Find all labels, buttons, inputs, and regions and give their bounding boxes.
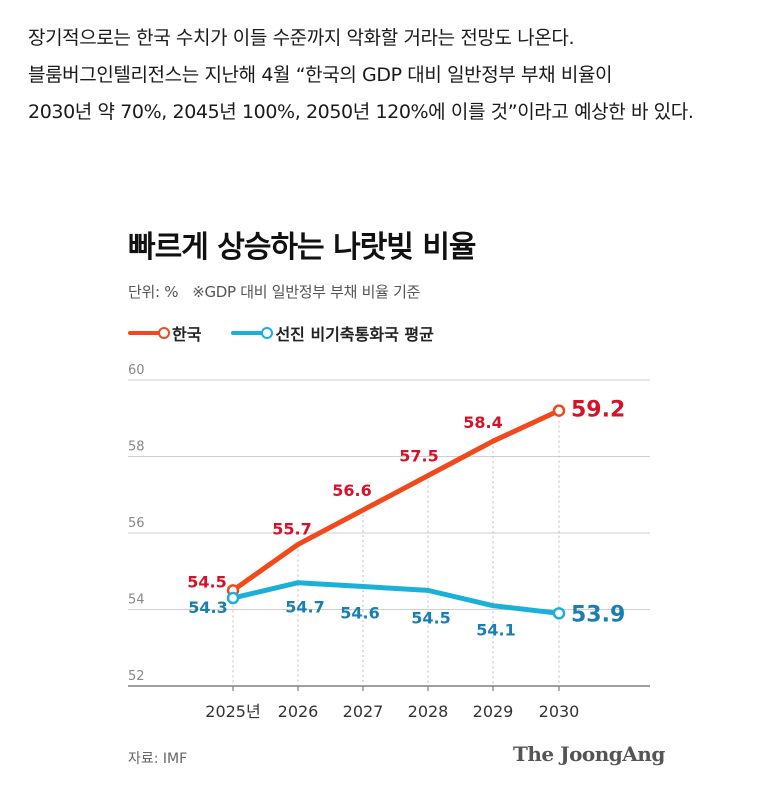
y-tick-label: 52 — [128, 669, 145, 684]
y-tick-label: 54 — [128, 593, 145, 608]
publisher-logo: The JoongAng — [513, 742, 665, 766]
y-tick-label: 58 — [128, 440, 145, 455]
chart-source: 자료: IMF — [128, 748, 187, 768]
series-line-korea — [233, 411, 559, 591]
x-tick-label: 2030 — [539, 702, 580, 721]
data-label: 54.5 — [411, 608, 450, 627]
data-label: 56.6 — [332, 481, 371, 500]
x-tick-label: 2027 — [343, 702, 384, 721]
data-label: 54.6 — [340, 604, 379, 623]
y-tick-label: 60 — [128, 363, 145, 378]
y-tick-label: 56 — [128, 516, 145, 531]
data-label: 54.1 — [476, 621, 515, 640]
data-label: 54.3 — [188, 598, 227, 617]
data-point-marker — [554, 608, 564, 618]
data-point-marker — [228, 593, 238, 603]
x-tick-label: 2025년 — [205, 702, 260, 721]
data-label: 57.5 — [399, 447, 438, 466]
line-chart: 52 54 56 58 60 2025년 2026 2027 2028 2029 2030 54.5 5… — [0, 0, 773, 797]
data-point-marker — [554, 406, 564, 416]
data-label: 59.2 — [571, 398, 625, 423]
x-tick-label: 2029 — [473, 702, 514, 721]
data-label: 55.7 — [272, 519, 311, 538]
data-label: 58.4 — [463, 413, 502, 432]
x-tick-label: 2026 — [278, 702, 319, 721]
data-label: 53.9 — [571, 602, 625, 627]
data-label: 54.7 — [285, 598, 324, 617]
x-tick-label: 2028 — [408, 702, 449, 721]
data-label: 54.5 — [187, 572, 226, 591]
series-line-advanced-avg — [233, 583, 559, 614]
